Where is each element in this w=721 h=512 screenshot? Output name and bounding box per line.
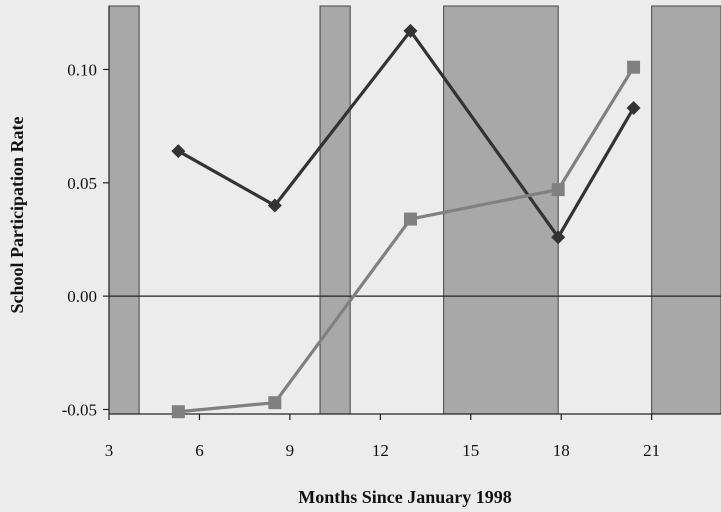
axes <box>103 6 721 420</box>
y-tick-label: 0.10 <box>67 60 97 79</box>
x-tick-label: 12 <box>372 441 389 460</box>
x-tick-label: 15 <box>462 441 479 460</box>
y-tick-label: -0.05 <box>62 400 97 419</box>
series-line-2 <box>178 66 635 414</box>
shaded-period-2 <box>319 5 351 415</box>
x-tick-label: 9 <box>286 441 295 460</box>
shaded-period-4 <box>651 5 721 415</box>
shaded-period-1 <box>108 5 140 415</box>
square-point <box>403 212 417 226</box>
square-point <box>171 405 185 419</box>
y-tick-label: 0.00 <box>67 287 97 306</box>
x-tick-label: 3 <box>105 441 114 460</box>
x-tick-label: 6 <box>195 441 204 460</box>
tick-labels: -0.05 0.00 0.05 0.10 3 6 9 12 15 18 21 <box>62 60 661 460</box>
square-point <box>627 60 641 74</box>
x-axis-title: Months Since January 1998 <box>298 487 512 507</box>
diamond-point <box>403 23 418 38</box>
x-tick-label: 18 <box>553 441 570 460</box>
diamond-point <box>267 198 282 213</box>
diamond-point <box>626 101 641 115</box>
square-point <box>268 396 282 410</box>
x-tick-label: 21 <box>643 441 660 460</box>
square-point <box>551 183 565 197</box>
series-line-1 <box>177 29 635 239</box>
y-tick-label: 0.05 <box>67 174 97 193</box>
diamond-point <box>171 144 186 159</box>
y-axis-title: School Participation Rate <box>7 117 27 314</box>
series <box>171 23 641 419</box>
diamond-point <box>551 230 566 245</box>
